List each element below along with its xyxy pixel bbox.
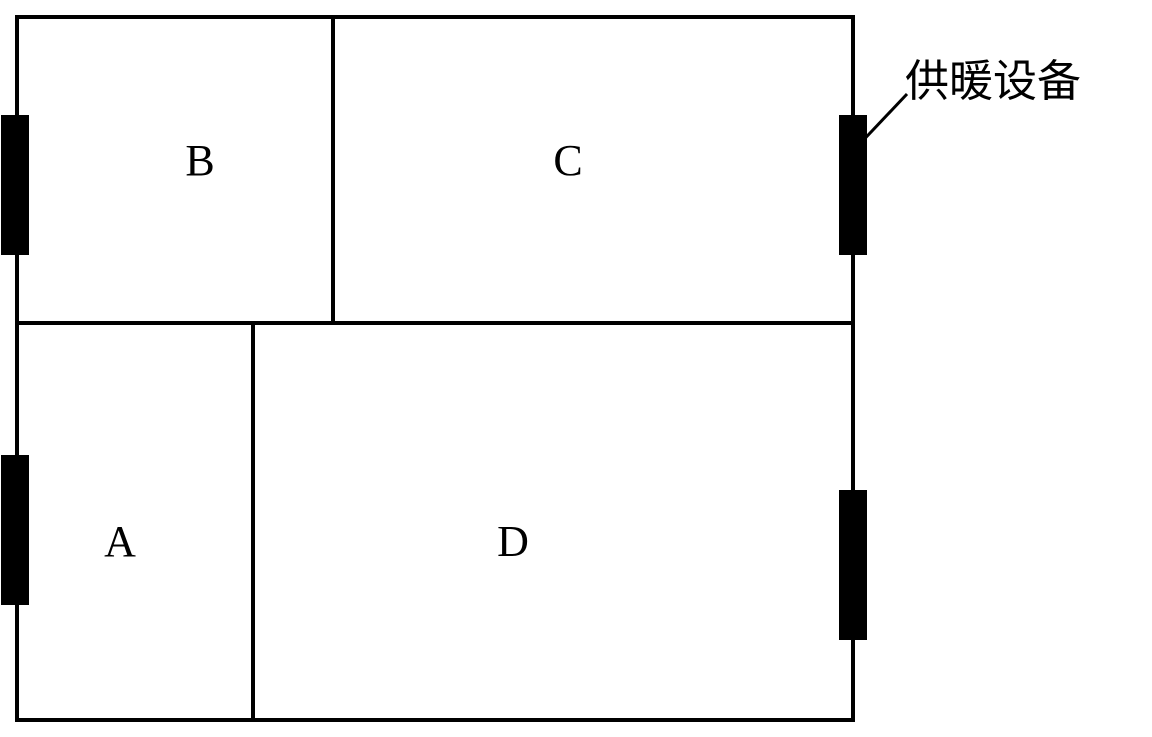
heater-room-a — [1, 455, 29, 605]
room-a: A — [15, 321, 255, 722]
room-a-label: A — [104, 516, 136, 567]
room-c: C — [331, 15, 855, 325]
room-b: B — [15, 15, 335, 325]
room-b-label: B — [185, 135, 214, 186]
room-d: D — [251, 321, 855, 722]
room-c-label: C — [553, 135, 582, 186]
heater-room-b — [1, 115, 29, 255]
heater-room-d — [839, 490, 867, 640]
heater-room-c — [839, 115, 867, 255]
floorplan-diagram: B C A D — [15, 15, 855, 722]
room-d-label: D — [497, 516, 529, 567]
heater-callout-label: 供暖设备 — [905, 45, 1081, 109]
